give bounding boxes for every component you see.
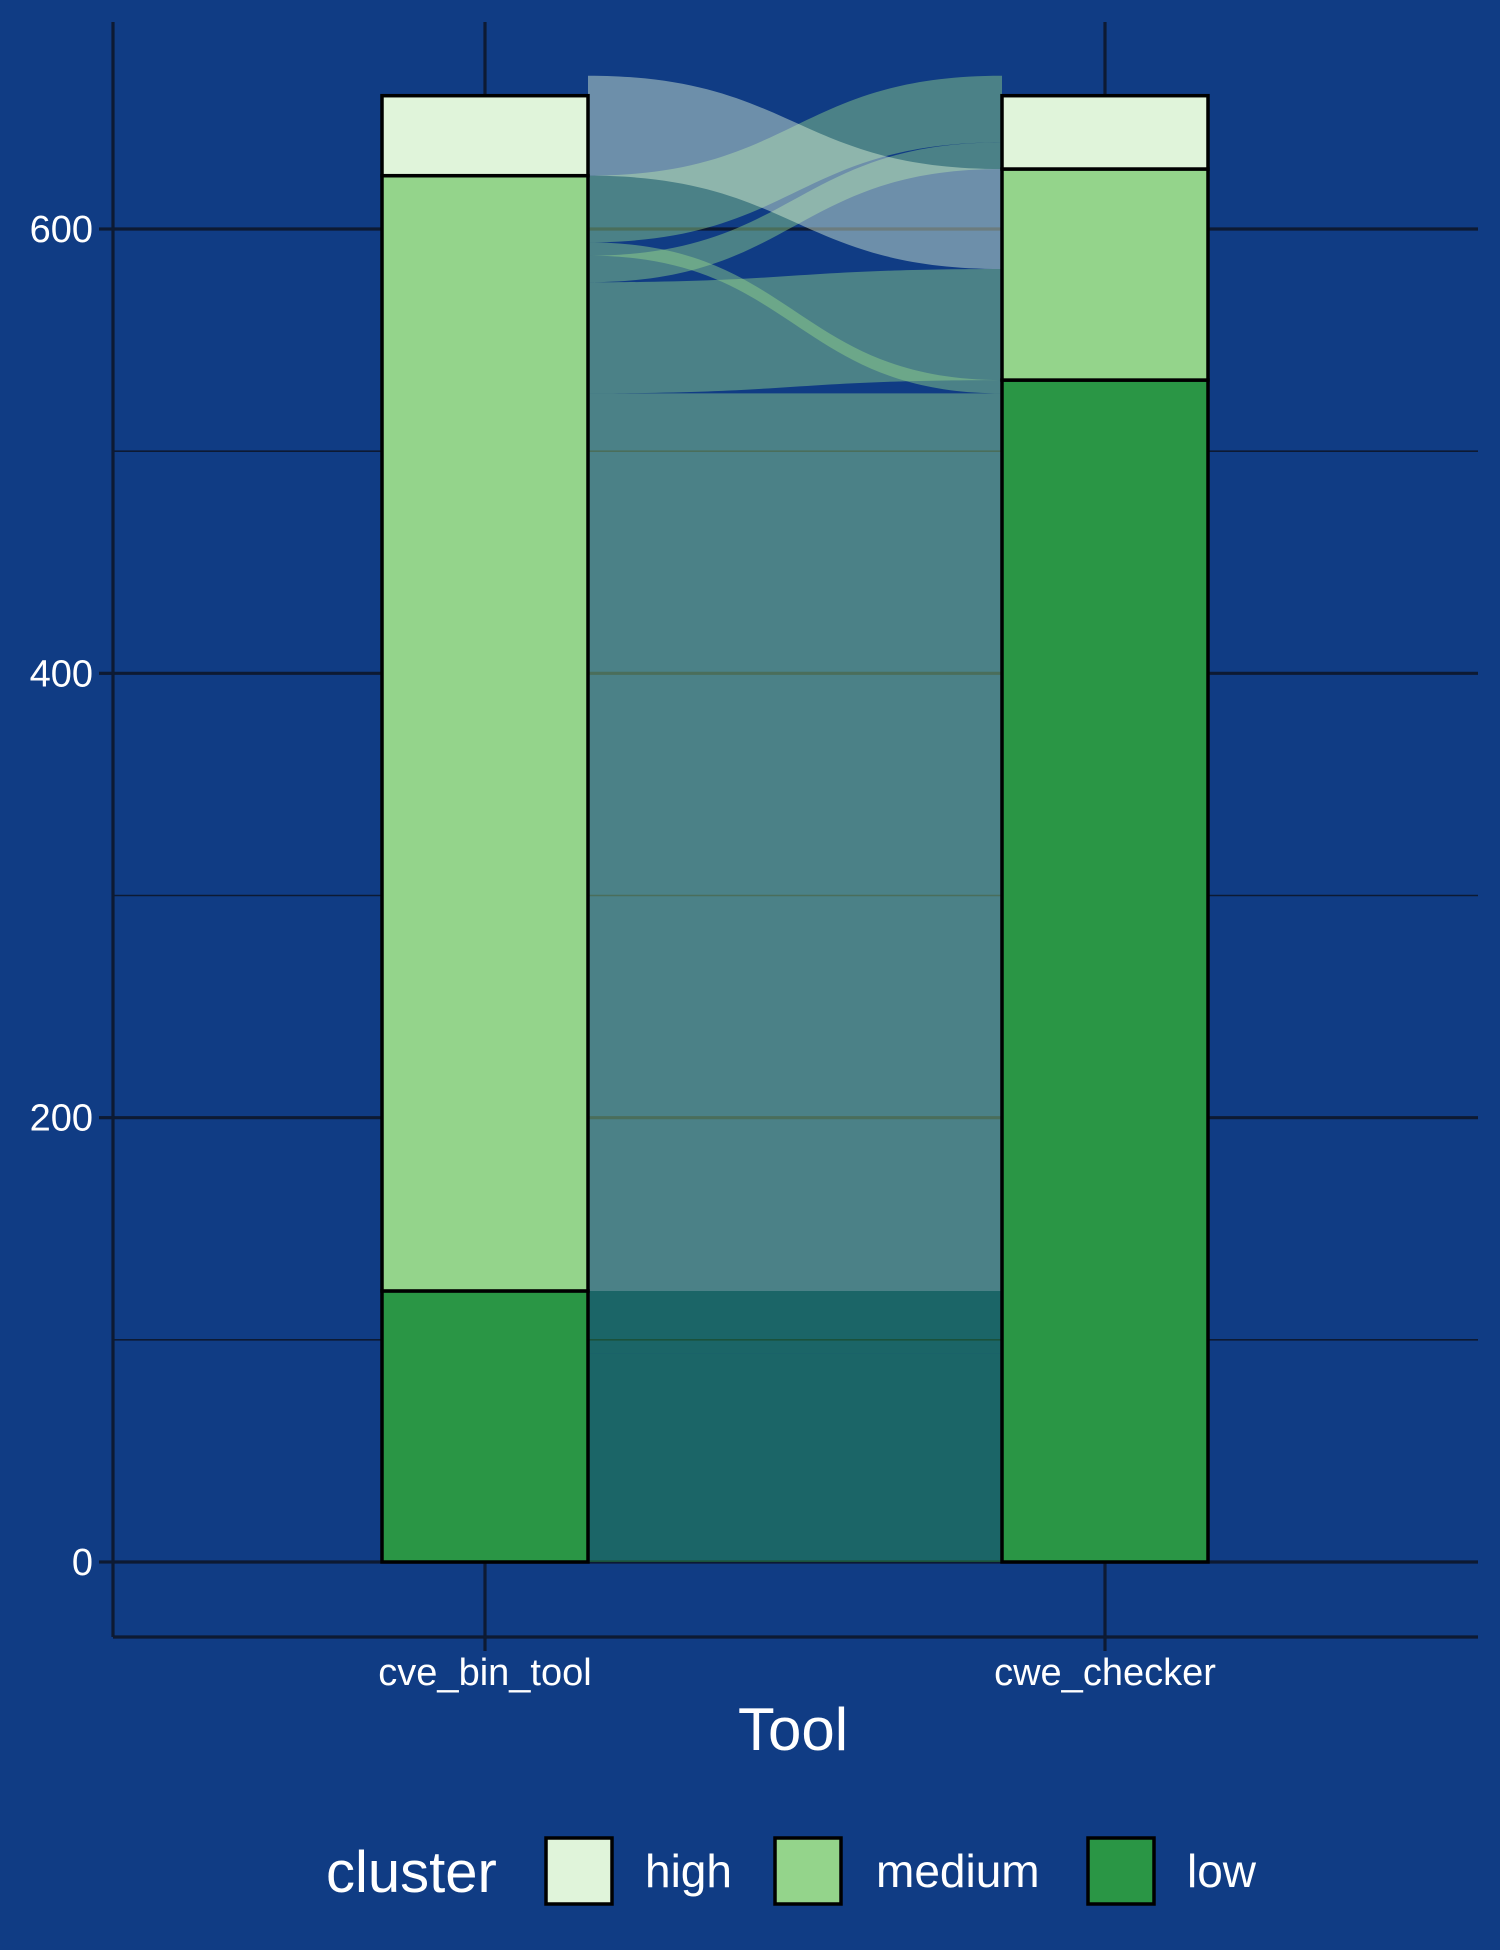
- flow-medium-to-low: [588, 393, 1002, 1291]
- x-tick-label: cwe_checker: [994, 1652, 1216, 1694]
- legend: cluster high medium low: [326, 1836, 1257, 1906]
- x-axis-title: Tool: [738, 1696, 848, 1763]
- flow-medium-to-medium: [588, 268, 1002, 394]
- y-tick-label: 400: [30, 653, 93, 695]
- y-tick-label: 200: [30, 1098, 93, 1140]
- legend-title: cluster: [326, 1840, 497, 1905]
- stratum-cwe_checker-medium: [1000, 167, 1210, 382]
- stratum-cwe_checker-low: [1000, 378, 1210, 1564]
- legend-label-high: high: [645, 1845, 732, 1897]
- stratum-cve_bin_tool-low: [380, 1289, 590, 1564]
- legend-key-low: [1086, 1836, 1156, 1906]
- flow-low-to-low: [588, 1290, 1002, 1354]
- y-tick-label: 0: [72, 1542, 93, 1584]
- legend-label-medium: medium: [876, 1845, 1040, 1897]
- legend-key-high: [544, 1836, 614, 1906]
- flows: [588, 75, 1002, 1562]
- legend-key-medium: [773, 1836, 843, 1906]
- flow-medium-to-high: [588, 75, 1002, 243]
- stratum-cve_bin_tool-high: [380, 93, 590, 178]
- stratum-cve_bin_tool-medium: [380, 173, 590, 1293]
- flow-medium-to-high: [588, 142, 1002, 283]
- x-tick-label: cve_bin_tool: [378, 1652, 591, 1694]
- flow-low-to-low: [588, 1386, 1002, 1562]
- axes: 0 200 400 600 cve_bin_tool cwe_checker: [30, 22, 1478, 1694]
- flow-low-to-low: [588, 1353, 1002, 1387]
- legend-label-low: low: [1187, 1845, 1257, 1897]
- y-tick-label: 600: [30, 209, 93, 251]
- strata-bars: [380, 93, 1210, 1564]
- flow-medium-to-low: [588, 242, 1002, 394]
- stratum-cwe_checker-high: [1000, 93, 1210, 171]
- flow-high-to-medium: [588, 75, 1002, 269]
